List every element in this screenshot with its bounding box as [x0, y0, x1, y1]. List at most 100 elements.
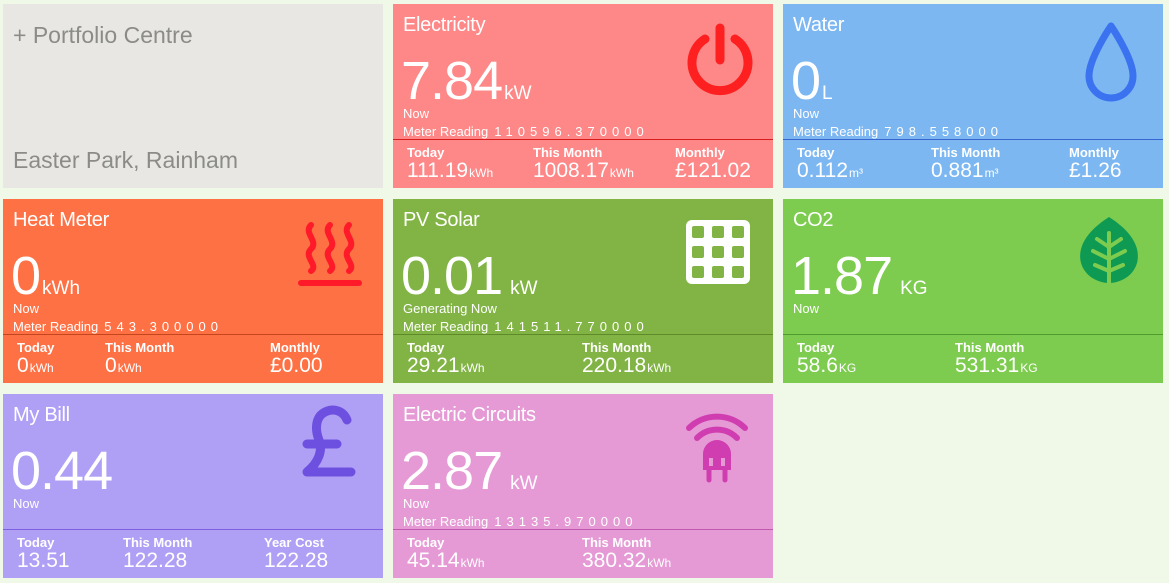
today-value: 58.6	[797, 354, 838, 377]
tile-title: Heat Meter	[13, 209, 109, 231]
current-value: 1.87	[791, 246, 893, 306]
divider	[783, 139, 1163, 140]
electricity-tile[interactable]: Electricity 7.84 kW Now Meter Reading 1105…	[393, 4, 773, 188]
meter-reading: Meter Reading 798.558000	[793, 124, 1003, 139]
current-caption: Generating Now	[403, 301, 497, 316]
tile-title: Electric Circuits	[403, 404, 536, 426]
today-unit: kWh	[460, 361, 485, 375]
pv-solar-tile[interactable]: PV Solar 0.01 kW Generating Now Meter Rea…	[393, 199, 773, 383]
current-caption: Now	[403, 496, 430, 511]
meter-reading-label: Meter Reading	[403, 124, 489, 139]
year-cost-value: 122.28	[264, 549, 329, 572]
meter-reading-value: 13135.970000	[494, 514, 638, 529]
current-reading: 0.01 kW	[401, 249, 538, 303]
monthly-label: Monthly	[675, 145, 725, 160]
today-stat: Today 0kWh	[17, 341, 54, 377]
divider	[393, 139, 773, 140]
meter-reading: Meter Reading 543.300000	[13, 319, 223, 334]
month-unit: kWh	[117, 361, 142, 375]
tile-title: CO2	[793, 209, 834, 231]
portfolio-tile[interactable]: + Portfolio Centre Easter Park, Rainham	[3, 4, 383, 188]
today-label: Today	[407, 340, 445, 355]
current-caption: Now	[403, 106, 430, 121]
current-unit: kW	[510, 473, 538, 494]
divider	[393, 529, 773, 530]
meter-reading-label: Meter Reading	[13, 319, 99, 334]
meter-reading-label: Meter Reading	[403, 319, 489, 334]
today-unit: m³	[849, 166, 863, 180]
current-unit: kW	[510, 278, 538, 299]
month-unit: kWh	[647, 556, 672, 570]
today-label: Today	[797, 145, 835, 160]
tile-title: My Bill	[13, 404, 70, 426]
month-label: This Month	[123, 535, 193, 550]
power-icon	[687, 23, 753, 96]
month-value: 531.31	[955, 354, 1020, 377]
month-unit: m³	[984, 166, 999, 180]
leaf-icon	[1080, 217, 1138, 293]
meter-reading: Meter Reading 110596.370000	[403, 124, 649, 139]
month-unit: KG	[1020, 361, 1038, 375]
current-value: 0.44	[11, 441, 113, 501]
heat-meter-tile[interactable]: Heat Meter 0 kWh Now Meter Reading 543.300…	[3, 199, 383, 383]
electric-circuits-tile[interactable]: Electric Circuits 2.87 kW Now Meter Readi…	[393, 394, 773, 578]
month-stat: This Month 122.28	[123, 536, 192, 572]
current-value: 0	[791, 51, 821, 111]
month-unit: kWh	[609, 166, 634, 180]
meter-reading-value: 543.300000	[104, 319, 223, 334]
co2-tile[interactable]: CO2 1.87 KG Now Today 58.6KG This Month 5…	[783, 199, 1163, 383]
month-value: 0.881	[931, 159, 984, 182]
divider	[783, 334, 1163, 335]
current-unit: KG	[900, 278, 928, 299]
current-reading: 0 kWh	[11, 249, 80, 303]
tile-title: Electricity	[403, 14, 486, 36]
today-stat: Today 29.21kWh	[407, 341, 485, 377]
month-stat: This Month 0kWh	[105, 341, 174, 377]
month-value: 380.32	[582, 549, 647, 572]
today-stat: Today 13.51	[17, 536, 70, 572]
current-caption: Now	[793, 301, 820, 316]
month-stat: This Month 380.32kWh	[582, 536, 671, 572]
today-unit: kWh	[469, 166, 494, 180]
monthly-value: £0.00	[270, 354, 323, 377]
month-label: This Month	[582, 535, 652, 550]
month-value: 1008.17	[533, 159, 609, 182]
current-unit: kW	[504, 83, 532, 104]
my-bill-tile[interactable]: My Bill 0.44 Now Today 13.51 This Month …	[3, 394, 383, 578]
meter-reading-value: 798.558000	[884, 124, 1003, 139]
solar-panel-icon	[686, 220, 750, 284]
monthly-label: Monthly	[1069, 145, 1119, 160]
monthly-value: £121.02	[675, 159, 751, 182]
monthly-cost-stat: Monthly £0.00	[270, 341, 323, 377]
month-label: This Month	[955, 340, 1025, 355]
current-unit: L	[822, 83, 833, 104]
month-label: This Month	[931, 145, 1001, 160]
meter-reading: Meter Reading 141511.770000	[403, 319, 649, 334]
divider	[3, 529, 383, 530]
today-value: 13.51	[17, 549, 70, 572]
current-caption: Now	[13, 496, 40, 511]
pound-icon	[302, 405, 356, 477]
current-value: 0	[11, 246, 41, 306]
monthly-label: Monthly	[270, 340, 320, 355]
meter-reading-label: Meter Reading	[403, 514, 489, 529]
month-label: This Month	[105, 340, 175, 355]
today-stat: Today 0.112m³	[797, 146, 863, 182]
today-label: Today	[17, 535, 55, 550]
today-stat: Today 58.6KG	[797, 341, 856, 377]
portfolio-centre-link[interactable]: + Portfolio Centre	[13, 22, 193, 48]
plug-signal-icon	[686, 413, 748, 483]
month-stat: This Month 531.31KG	[955, 341, 1038, 377]
month-stat: This Month 220.18kWh	[582, 341, 671, 377]
today-value: 29.21	[407, 354, 460, 377]
today-label: Today	[407, 535, 445, 550]
meter-reading: Meter Reading 13135.970000	[403, 514, 637, 529]
month-unit: kWh	[647, 361, 672, 375]
month-label: This Month	[533, 145, 603, 160]
current-caption: Now	[13, 301, 40, 316]
meter-reading-value: 141511.770000	[494, 319, 649, 334]
tile-title: Water	[793, 14, 845, 36]
month-value: 0	[105, 354, 117, 377]
